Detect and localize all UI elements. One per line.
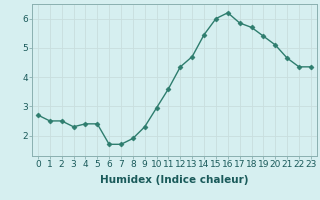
X-axis label: Humidex (Indice chaleur): Humidex (Indice chaleur)	[100, 175, 249, 185]
